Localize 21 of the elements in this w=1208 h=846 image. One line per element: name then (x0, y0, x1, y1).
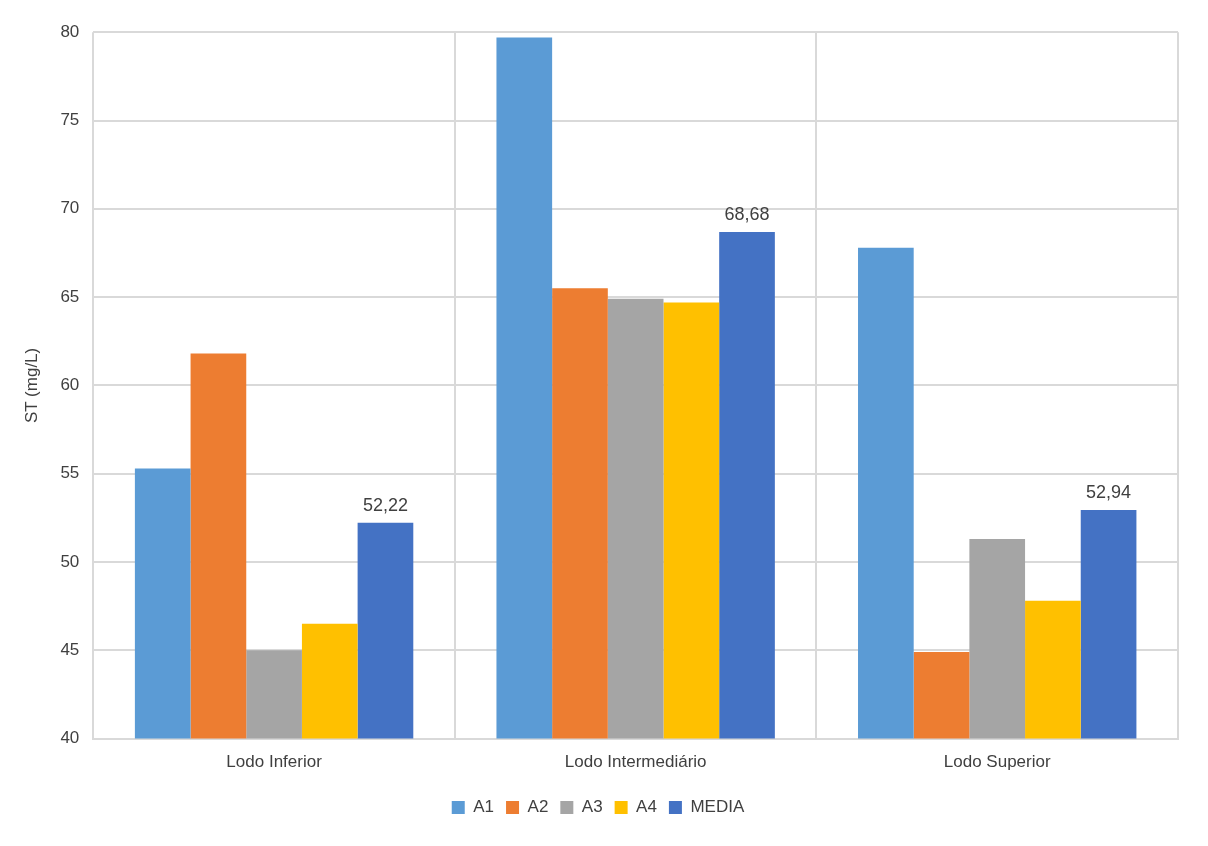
legend-label: MEDIA (690, 797, 745, 817)
y-tick-label: 65 (60, 286, 80, 306)
x-tick-label: Lodo Intermediário (564, 752, 707, 772)
y-axis-title: ST (mg/L) (21, 347, 41, 424)
data-label: 52,94 (1086, 482, 1132, 503)
y-tick-label: 80 (60, 21, 80, 41)
x-tick-label: Lodo Inferior (226, 752, 323, 772)
data-label: 68,68 (724, 204, 770, 225)
y-tick-label: 40 (60, 728, 80, 748)
x-tick-label: Lodo Superior (943, 752, 1051, 772)
y-tick-label: 60 (60, 375, 80, 395)
legend-label: A2 (527, 797, 549, 817)
legend-label: A1 (473, 797, 495, 817)
y-tick-label: 45 (60, 639, 80, 659)
y-tick-label: 55 (60, 463, 80, 483)
y-tick-label: 50 (60, 551, 80, 571)
y-tick-label: 75 (60, 110, 80, 130)
legend-label: A3 (581, 797, 603, 817)
legend-label: A4 (636, 797, 657, 817)
data-label: 52,22 (362, 494, 408, 515)
y-tick-label: 70 (60, 198, 80, 218)
